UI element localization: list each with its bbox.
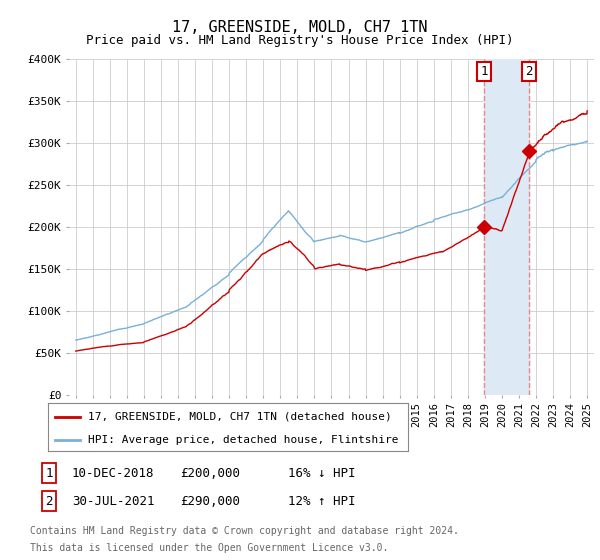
Text: 1: 1 bbox=[46, 466, 53, 480]
Text: 2: 2 bbox=[46, 494, 53, 508]
Text: 1: 1 bbox=[480, 65, 488, 78]
Text: 12% ↑ HPI: 12% ↑ HPI bbox=[288, 494, 355, 508]
Text: 2: 2 bbox=[525, 65, 533, 78]
Text: £290,000: £290,000 bbox=[180, 494, 240, 508]
Text: This data is licensed under the Open Government Licence v3.0.: This data is licensed under the Open Gov… bbox=[30, 543, 388, 553]
Text: 30-JUL-2021: 30-JUL-2021 bbox=[72, 494, 155, 508]
Text: Contains HM Land Registry data © Crown copyright and database right 2024.: Contains HM Land Registry data © Crown c… bbox=[30, 526, 459, 536]
Text: 16% ↓ HPI: 16% ↓ HPI bbox=[288, 466, 355, 480]
Text: 10-DEC-2018: 10-DEC-2018 bbox=[72, 466, 155, 480]
Text: Price paid vs. HM Land Registry's House Price Index (HPI): Price paid vs. HM Land Registry's House … bbox=[86, 34, 514, 46]
Text: 17, GREENSIDE, MOLD, CH7 1TN: 17, GREENSIDE, MOLD, CH7 1TN bbox=[172, 20, 428, 35]
Text: HPI: Average price, detached house, Flintshire: HPI: Average price, detached house, Flin… bbox=[88, 435, 398, 445]
Text: 17, GREENSIDE, MOLD, CH7 1TN (detached house): 17, GREENSIDE, MOLD, CH7 1TN (detached h… bbox=[88, 412, 391, 422]
Bar bbox=[484, 59, 529, 395]
Text: £200,000: £200,000 bbox=[180, 466, 240, 480]
